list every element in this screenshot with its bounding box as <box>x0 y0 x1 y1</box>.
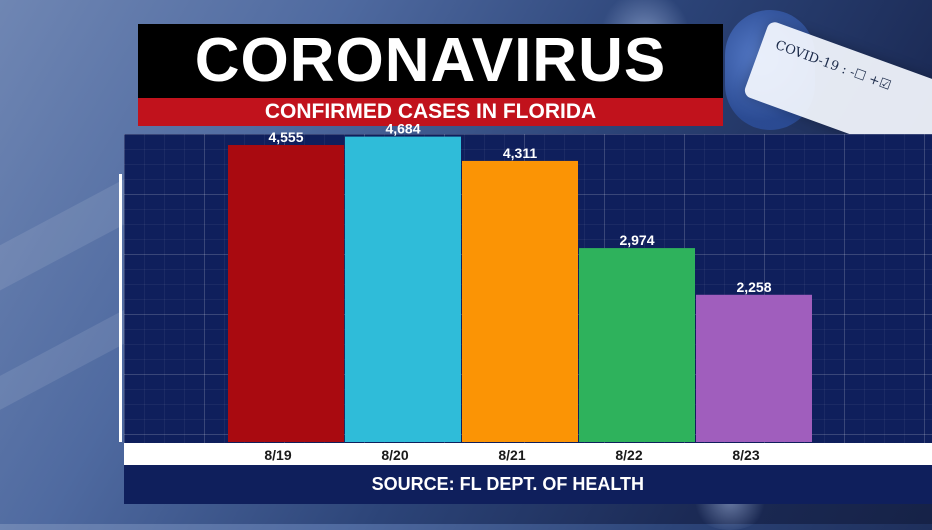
page-title: CORONAVIRUS <box>194 26 667 95</box>
y-axis-line <box>119 174 122 442</box>
data-label: 2,258 <box>736 279 771 295</box>
x-axis-band <box>124 443 932 465</box>
bar-8-20 <box>345 136 461 442</box>
bar-8-22 <box>579 248 695 442</box>
x-tick-label: 8/21 <box>498 447 525 463</box>
title-banner: CORONAVIRUS <box>138 24 723 98</box>
source-band: SOURCE: FL DEPT. OF HEALTH <box>124 465 932 504</box>
x-tick-label: 8/20 <box>381 447 408 463</box>
data-label: 4,555 <box>268 129 303 145</box>
x-tick-label: 8/23 <box>732 447 759 463</box>
data-label: 2,974 <box>619 232 654 248</box>
bar-8-23 <box>696 294 812 442</box>
source-credit: SOURCE: FL DEPT. OF HEALTH <box>371 474 644 494</box>
chart-subtitle: CONFIRMED CASES IN FLORIDA <box>264 100 597 123</box>
bar-8-21 <box>462 160 578 443</box>
data-label: 4,684 <box>385 121 420 137</box>
bar-8-19 <box>228 145 344 442</box>
subtitle-banner: CONFIRMED CASES IN FLORIDA <box>138 98 723 126</box>
x-tick-label: 8/19 <box>264 447 291 463</box>
x-tick-label: 8/22 <box>615 447 642 463</box>
data-label: 4,311 <box>503 145 537 161</box>
